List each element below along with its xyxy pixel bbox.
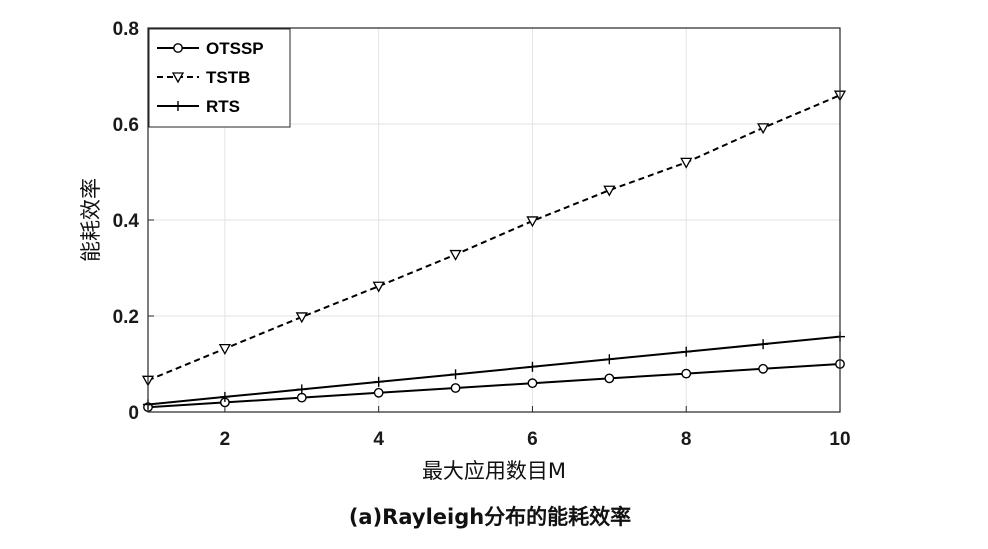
legend-label-tstb: TSTB [206,68,250,87]
x-tick-label: 4 [373,429,384,450]
legend-entry-rts: RTS [157,97,240,116]
x-tick-label: 6 [527,429,538,450]
data-point-tstb [372,281,385,293]
data-point-tstb [526,216,539,228]
y-tick-label: 0.8 [113,19,139,40]
data-point-tstb [295,312,308,324]
data-point-otssp [604,373,615,384]
y-axis-label: 能耗效率 [79,178,103,262]
data-point-otssp [681,368,692,379]
y-tick-label: 0 [128,403,139,424]
x-tick-label: 2 [220,429,231,450]
axis-ticks: 2 4 6 8 10 0 0.2 0.4 0.6 0.8 [113,19,851,450]
series-line-otssp [147,363,841,409]
y-tick-label: 0.6 [113,115,139,136]
legend-entry-tstb: TSTB [157,68,250,87]
data-point-tstb [449,249,462,261]
legend: OTSSP TSTB RTS [148,28,291,128]
series-rts [143,331,845,410]
legend-label-otssp: OTSSP [206,39,264,58]
data-point-otssp [527,378,538,389]
data-point-tstb [603,185,616,197]
data-point-otssp [450,383,461,393]
data-point-rts [219,391,230,402]
x-axis-label: 最大应用数目M [422,459,566,483]
data-point-tstb [680,157,693,169]
data-point-rts [527,361,538,372]
data-point-tstb [218,343,231,355]
data-point-rts [450,369,461,380]
data-point-rts [296,384,307,395]
series-line-tstb [147,94,841,382]
series-otssp [143,359,845,413]
legend-label-rts: RTS [206,97,240,116]
legend-marker-rts [173,101,183,111]
y-tick-label: 0.2 [113,307,139,328]
data-point-rts [758,339,769,350]
data-point-otssp [758,363,769,374]
data-point-rts [681,346,692,357]
data-point-otssp [373,387,384,398]
legend-marker-tstb [171,72,185,84]
data-point-tstb [757,123,770,135]
series-tstb [141,90,847,387]
x-tick-label: 8 [681,429,692,450]
series-line-rts [147,335,841,406]
figure-caption: (a)Rayleigh分布的能耗效率 [349,505,631,529]
data-point-rts [604,354,615,365]
series-layer [141,90,847,413]
legend-entry-otssp: OTSSP [157,39,264,58]
legend-marker-otssp [173,43,183,53]
data-point-rts [373,376,384,387]
data-point-otssp [296,392,307,403]
y-tick-label: 0.4 [113,211,140,232]
x-tick-label: 10 [829,429,850,450]
